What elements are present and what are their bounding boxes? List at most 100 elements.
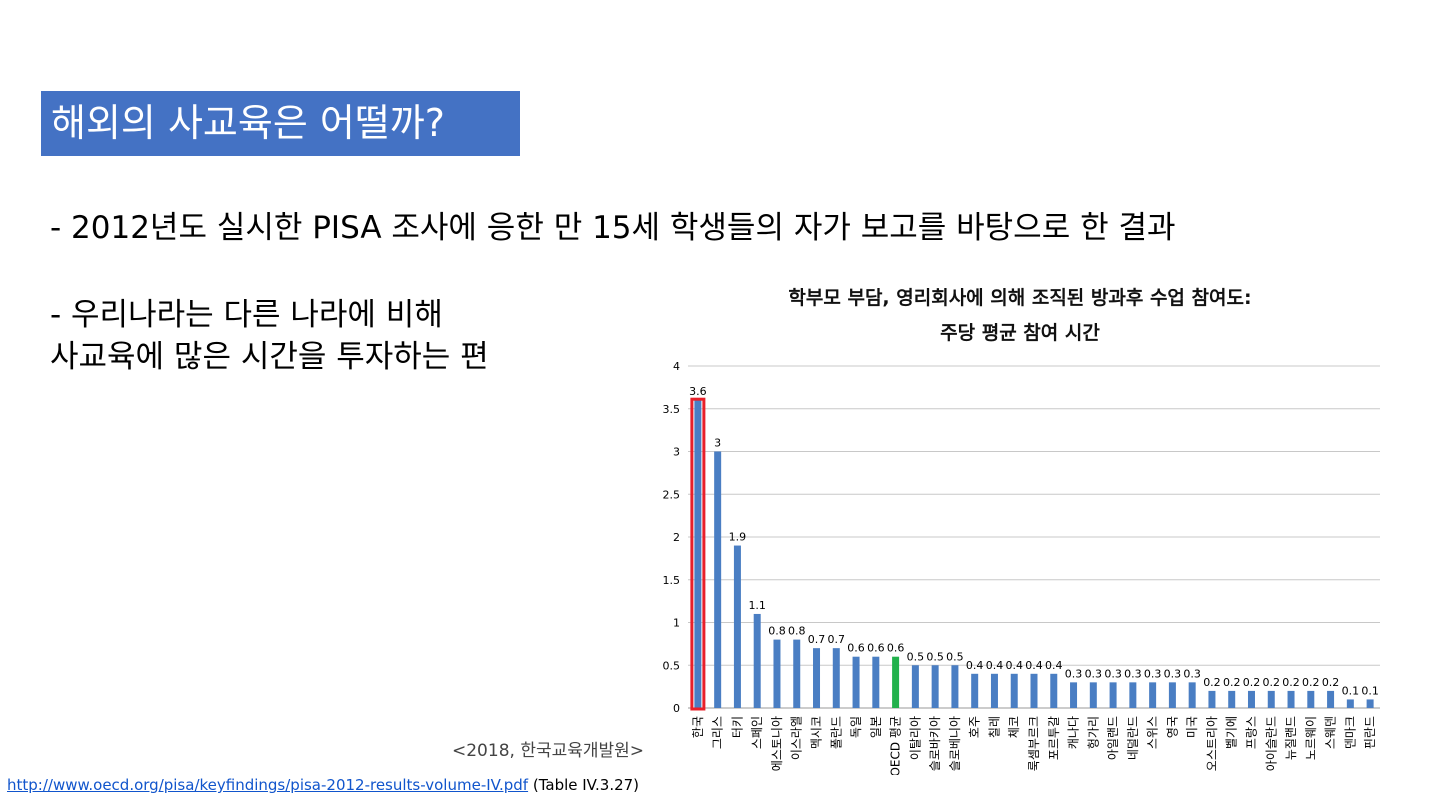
bar — [1070, 682, 1078, 708]
bar — [1168, 682, 1176, 708]
bar — [714, 451, 722, 708]
data-label: 0.2 — [1322, 676, 1340, 689]
data-label: 0.2 — [1263, 676, 1281, 689]
data-label: 0.3 — [1065, 667, 1083, 680]
category-label: 칠레 — [987, 716, 1001, 738]
data-label: 0.1 — [1361, 684, 1379, 697]
data-label: 0.4 — [986, 659, 1004, 672]
data-label: 3 — [714, 437, 721, 450]
bar — [813, 648, 821, 708]
data-label: 0.2 — [1203, 676, 1221, 689]
bar — [793, 639, 801, 708]
category-label: 스웨덴 — [1324, 716, 1338, 749]
bullet-korea-line1: - 우리나라는 다른 나라에 비해 — [50, 297, 443, 333]
data-label: 0.4 — [1005, 659, 1023, 672]
data-label: 0.3 — [1104, 667, 1122, 680]
data-label: 1.1 — [748, 599, 766, 612]
category-label: 아일랜드 — [1106, 716, 1120, 760]
bar — [1247, 690, 1255, 708]
category-label: 호주 — [968, 716, 982, 738]
bar — [1267, 690, 1275, 708]
category-label: 미국 — [1185, 716, 1199, 738]
bar — [733, 545, 741, 708]
category-label: 슬로바키아 — [928, 716, 942, 771]
slide-title: 해외의 사교육은 어떨까? — [41, 91, 520, 156]
bar — [872, 656, 880, 708]
category-label: 슬로베니아 — [948, 716, 962, 771]
bar — [1307, 690, 1315, 708]
category-label: 한국 — [691, 716, 705, 738]
y-tick-label: 0 — [673, 702, 680, 715]
category-label: 독일 — [849, 716, 863, 738]
category-label: 아이슬란드 — [1264, 716, 1278, 771]
data-label: 0.3 — [1085, 667, 1103, 680]
data-label: 0.3 — [1164, 667, 1182, 680]
category-label: 이스라엘 — [790, 716, 804, 760]
data-label: 0.7 — [828, 633, 846, 646]
y-tick-label: 0.5 — [663, 659, 681, 672]
data-label: 0.8 — [768, 625, 786, 638]
bar — [753, 613, 761, 708]
bar — [1188, 682, 1196, 708]
category-label: 터키 — [730, 716, 744, 738]
bar — [1346, 699, 1354, 708]
bar-chart: 0 0.5 1 1.5 2 2.5 3 3.5 4 3.6 한국 3 그리스 1.9 터키 1.1 스페인 0.8… — [663, 360, 1380, 775]
data-label: 0.4 — [1025, 659, 1043, 672]
bar — [1327, 690, 1335, 708]
data-label: 0.6 — [887, 642, 905, 655]
bar — [1208, 690, 1216, 708]
bar — [892, 656, 900, 708]
category-label: 스페인 — [750, 716, 764, 749]
data-label: 0.2 — [1243, 676, 1261, 689]
source-note: <2018, 한국교육개발원> — [452, 741, 645, 761]
category-label: 이탈리아 — [908, 716, 922, 760]
category-label: 프랑스 — [1244, 716, 1258, 749]
category-label: 폴란드 — [829, 716, 843, 749]
category-label: 뉴질랜드 — [1284, 716, 1298, 760]
data-label: 0.2 — [1223, 676, 1241, 689]
bar — [1287, 690, 1295, 708]
y-tick-label: 1 — [673, 617, 680, 630]
category-label: 영국 — [1165, 716, 1179, 738]
bar — [971, 673, 979, 708]
category-label: 노르웨이 — [1304, 716, 1318, 760]
data-label: 0.2 — [1302, 676, 1320, 689]
bar — [1030, 673, 1038, 708]
data-label: 0.8 — [788, 625, 806, 638]
category-label: 그리스 — [711, 716, 725, 749]
bar — [951, 665, 959, 708]
bar — [832, 648, 840, 708]
category-label: 룩셈부르크 — [1027, 716, 1041, 771]
y-tick-label: 2.5 — [663, 488, 681, 501]
bar — [1129, 682, 1137, 708]
data-label: 1.9 — [729, 531, 747, 544]
chart-title-line1: 학부모 부담, 영리회사에 의해 조직된 방과후 수업 참여도: — [788, 287, 1252, 309]
bar — [911, 665, 919, 708]
data-label: 0.4 — [966, 659, 984, 672]
category-label: 헝가리 — [1086, 716, 1100, 749]
category-label: 스위스 — [1146, 716, 1160, 749]
data-label: 0.7 — [808, 633, 826, 646]
data-label: 0.3 — [1183, 667, 1201, 680]
bar — [990, 673, 998, 708]
category-label: OECD 평균 — [889, 716, 903, 775]
bar — [1366, 699, 1374, 708]
data-label: 0.6 — [867, 642, 885, 655]
y-tick-label: 3 — [673, 446, 680, 459]
bar — [1089, 682, 1097, 708]
highlight-box — [690, 397, 706, 711]
data-label: 0.5 — [926, 650, 944, 663]
category-label: 멕시코 — [810, 716, 824, 749]
data-label: 0.3 — [1124, 667, 1142, 680]
bar — [931, 665, 939, 708]
data-label: 0.1 — [1342, 684, 1360, 697]
category-label: 덴마크 — [1343, 716, 1357, 749]
y-tick-label: 1.5 — [663, 574, 681, 587]
category-label: 체코 — [1007, 716, 1021, 738]
footer-link[interactable]: http://www.oecd.org/pisa/keyfindings/pis… — [7, 776, 529, 794]
footer-reference: http://www.oecd.org/pisa/keyfindings/pis… — [7, 776, 639, 794]
data-label: 0.3 — [1144, 667, 1162, 680]
y-tick-label: 2 — [673, 531, 680, 544]
category-label: 일본 — [869, 716, 883, 738]
bar — [1010, 673, 1018, 708]
